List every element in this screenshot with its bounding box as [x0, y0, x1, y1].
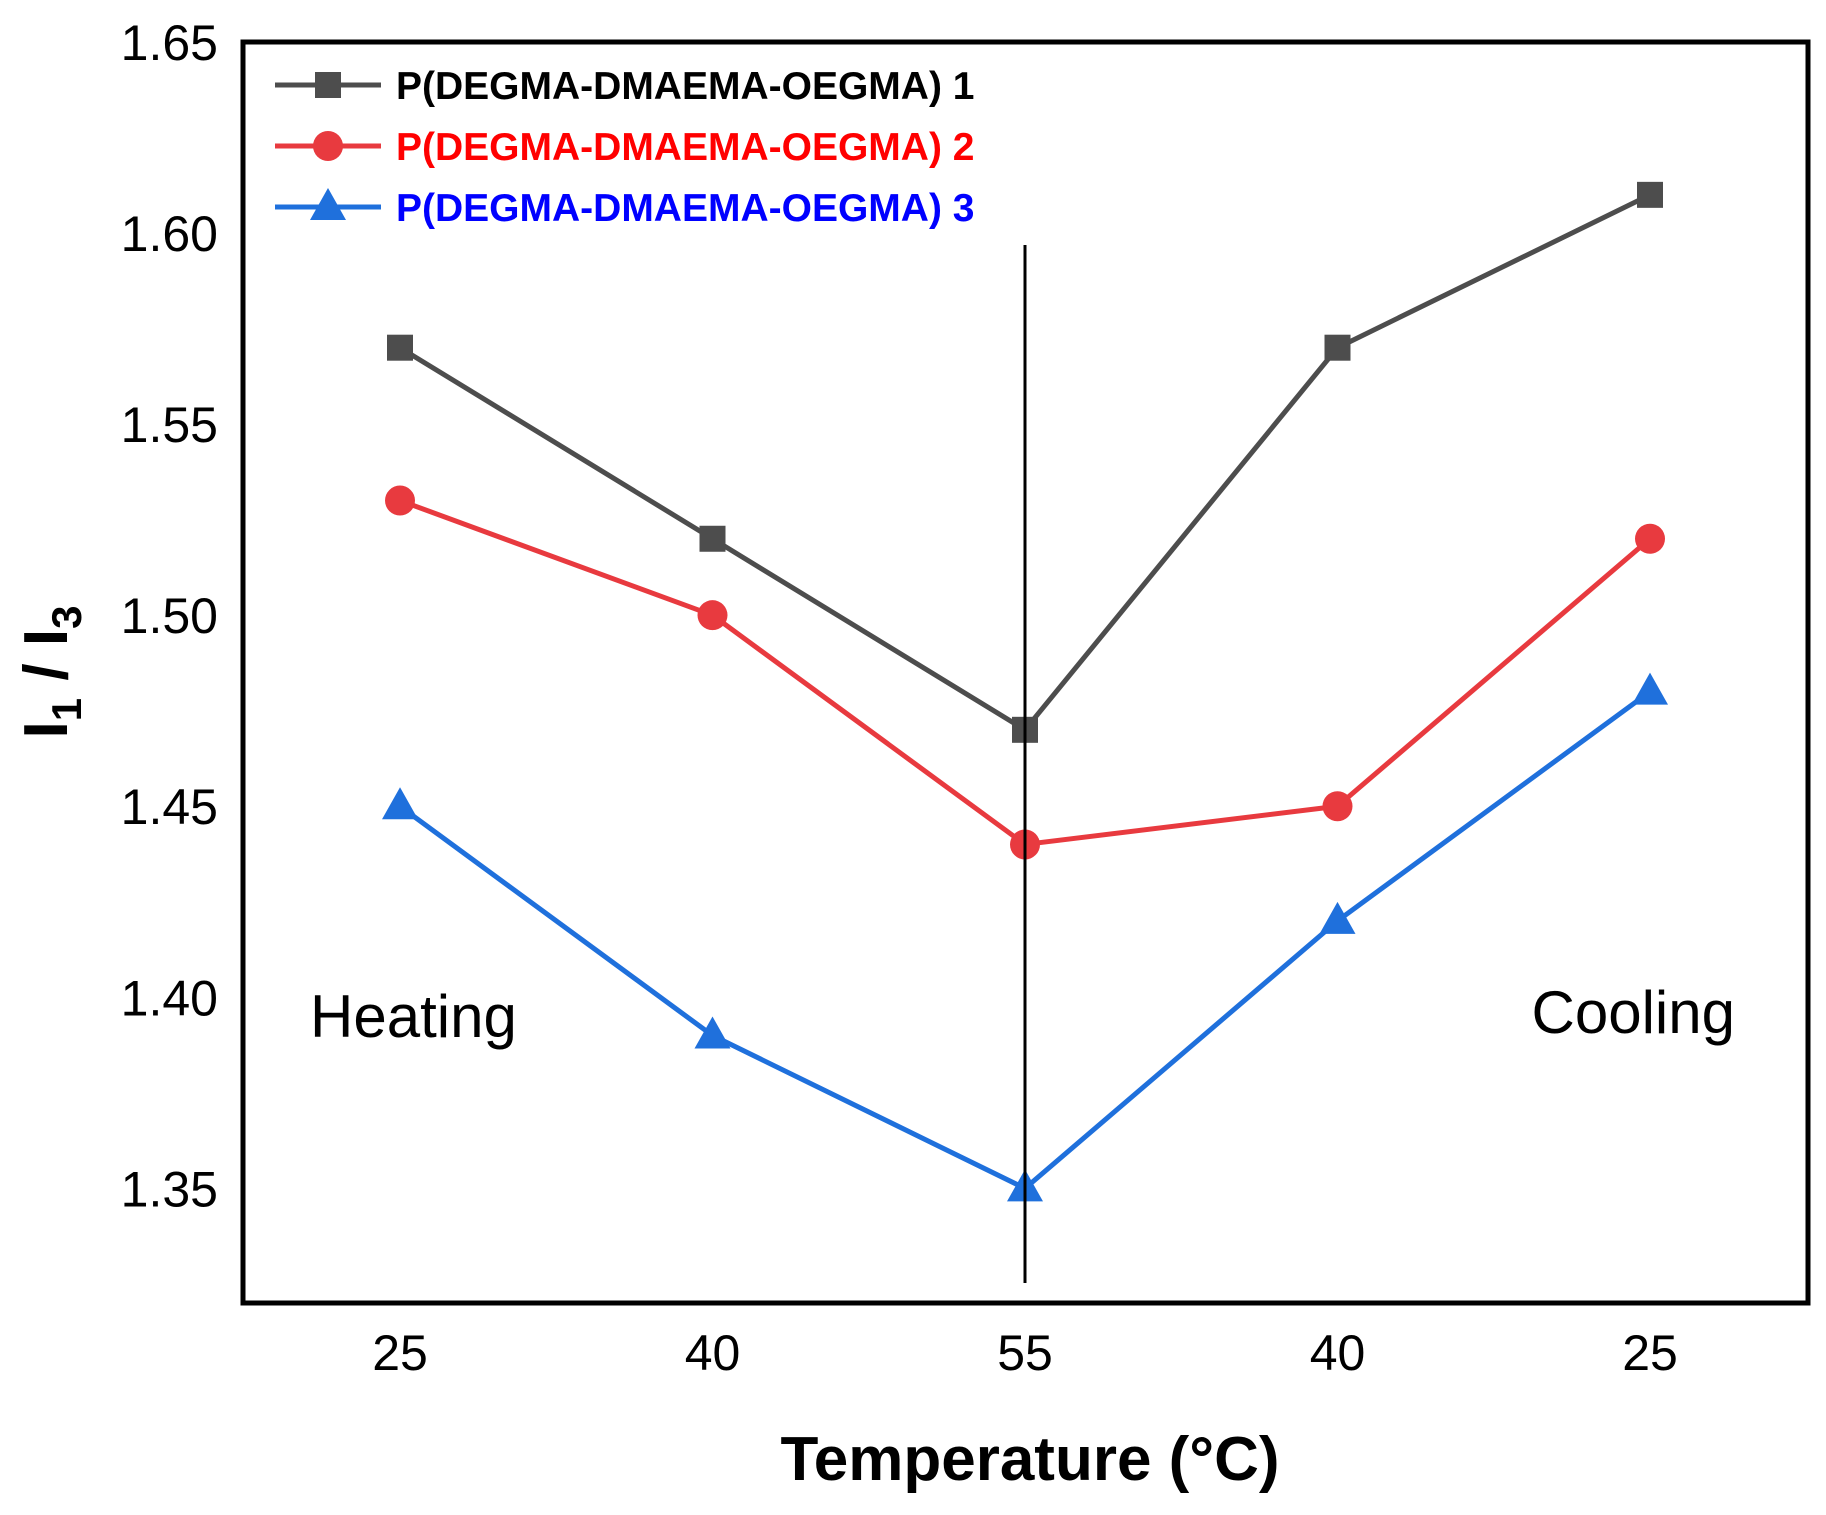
legend-marker: [310, 188, 346, 220]
legend-marker: [315, 72, 341, 98]
x-tick-label: 25: [372, 1325, 428, 1381]
series-3-point: [1632, 672, 1668, 705]
legend: P(DEGMA-DMAEMA-OEGMA) 1 P(DEGMA-DMAEMA-OE…: [275, 65, 974, 230]
annotation-cooling: Cooling: [1532, 979, 1735, 1046]
legend-label: P(DEGMA-DMAEMA-OEGMA) 3: [396, 187, 974, 230]
legend-label: P(DEGMA-DMAEMA-OEGMA) 1: [396, 65, 974, 108]
legend-item-2: P(DEGMA-DMAEMA-OEGMA) 2: [275, 126, 974, 169]
legend-item-3: P(DEGMA-DMAEMA-OEGMA) 3: [275, 187, 974, 230]
series-1-point: [1637, 181, 1663, 208]
series-2-point: [385, 485, 415, 516]
series-1-point: [1324, 334, 1351, 361]
legend-item-1: P(DEGMA-DMAEMA-OEGMA) 1: [275, 65, 974, 108]
plot-frame: [240, 39, 1811, 1306]
y-tick-label: 1.65: [121, 15, 218, 71]
y-tick-label: 1.35: [121, 1161, 218, 1217]
x-axis-title: Temperature (°C): [780, 1425, 1279, 1494]
x-axis-ticks: 25 40 55 40 25: [372, 1325, 1678, 1381]
series-2-point: [1322, 791, 1353, 822]
x-tick-label: 55: [997, 1325, 1053, 1381]
legend-marker: [313, 131, 343, 161]
x-tick-label: 25: [1622, 1325, 1678, 1381]
y-axis-title: I1 / I3: [12, 606, 90, 739]
legend-label: P(DEGMA-DMAEMA-OEGMA) 2: [396, 126, 974, 169]
series-1-point: [699, 525, 726, 552]
series-2-point: [1635, 523, 1665, 554]
series-2-point: [697, 600, 728, 631]
series-3-point: [382, 787, 418, 820]
y-tick-label: 1.40: [121, 970, 218, 1026]
y-axis-ticks: 1.35 1.40 1.45 1.50 1.55 1.60 1.65: [121, 15, 218, 1217]
x-tick-label: 40: [685, 1325, 741, 1381]
series-1-point: [387, 334, 413, 361]
annotation-heating: Heating: [310, 983, 517, 1050]
y-tick-label: 1.60: [121, 206, 218, 262]
y-tick-label: 1.45: [121, 779, 218, 835]
x-tick-label: 40: [1310, 1325, 1366, 1381]
y-tick-label: 1.55: [121, 397, 218, 453]
y-tick-label: 1.50: [121, 588, 218, 644]
series-3-point: [694, 1016, 731, 1049]
series-3-point: [1319, 901, 1356, 934]
